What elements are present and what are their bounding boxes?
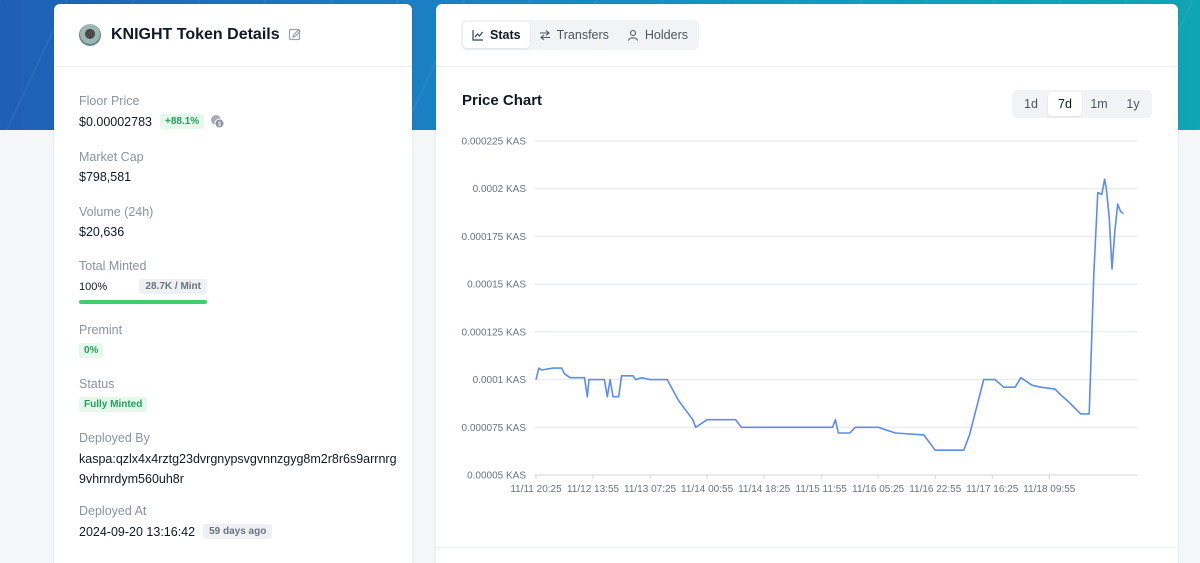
stats-card: Stats Transfers Holders Price Chart 1d 7… [436,4,1178,563]
tab-stats[interactable]: Stats [463,22,530,48]
volume-value: $20,636 [79,225,125,239]
y-tick-label: 0.000125 KAS [462,327,527,338]
edit-icon[interactable] [288,28,302,42]
tab-transfers[interactable]: Transfers [530,22,618,48]
deployed-by-label: Deployed By [79,431,150,445]
floor-price-field: Floor Price $0.00002783 +88.1% $ [79,94,225,129]
token-details-card: KNIGHT Token Details Floor Price $0.0000… [54,4,412,563]
y-tick-label: 0.000175 KAS [462,232,527,243]
y-tick-label: 0.00015 KAS [467,280,526,291]
status-badge: Fully Minted [79,397,148,412]
price-chart[interactable]: 0.00005 KAS 0.000075 KAS 0.0001 KAS 0.00012… [436,124,1178,504]
divider [436,547,1178,548]
tab-holders[interactable]: Holders [618,22,697,48]
range-selector: 1d 7d 1m 1y [1012,90,1152,118]
chart-title: Price Chart [462,92,543,109]
market-cap-value: $798,581 [79,170,132,184]
deployed-by-field: Deployed By kaspa:qzlx4x4rztg23dvrgnypsv… [79,431,399,489]
floor-price-label: Floor Price [79,94,140,108]
status-label: Status [79,377,115,391]
page-title: KNIGHT Token Details [111,26,280,43]
x-tick-label: 11/18 09:55 [1023,484,1076,495]
y-tick-label: 0.000075 KAS [462,423,527,434]
deployed-at-label: Deployed At [79,504,147,518]
tab-label: Transfers [556,28,609,42]
x-tick-label: 11/15 11:55 [795,484,847,495]
x-tick-label: 11/14 18:25 [738,484,791,495]
x-tick-label: 11/16 05:25 [852,484,905,495]
range-1m-button[interactable]: 1m [1090,97,1108,111]
total-minted-label: Total Minted [79,259,147,273]
coins-icon[interactable]: $ [210,114,225,129]
deployed-at-field: Deployed At 2024-09-20 13:16:42 59 days … [79,504,273,539]
price-line [535,178,1124,451]
volume-field: Volume (24h) $20,636 [79,205,153,239]
x-tick-label: 11/17 16:25 [966,484,1019,495]
y-tick-label: 0.0002 KAS [473,184,527,195]
tab-label: Holders [644,28,688,42]
total-minted-value: 100% [79,280,108,293]
user-icon [627,29,638,41]
token-logo [79,24,101,46]
status-field: Status Fully Minted [79,377,148,412]
deployed-at-value: 2024-09-20 13:16:42 [79,524,196,539]
range-7d-button[interactable]: 7d [1048,92,1082,116]
x-tick-label: 11/13 07:25 [624,484,677,495]
market-cap-field: Market Cap $798,581 [79,150,144,184]
y-tick-label: 0.000225 KAS [462,137,527,148]
transfer-icon [539,30,550,41]
x-tick-label: 11/12 13:55 [567,484,620,495]
mint-rate-badge: 28.7K / Mint [139,279,207,294]
tab-label: Stats [490,28,521,42]
total-minted-field: Total Minted 100% 28.7K / Mint [79,259,207,304]
volume-label: Volume (24h) [79,205,154,219]
range-1d-button[interactable]: 1d [1024,97,1038,111]
y-tick-label: 0.0001 KAS [473,375,527,386]
chart-icon [472,30,483,41]
tab-group: Stats Transfers Holders [461,20,699,50]
tabs-bar: Stats Transfers Holders [436,4,1178,67]
x-tick-label: 11/14 00:55 [681,484,734,495]
x-tick-label: 11/16 22:55 [909,484,962,495]
premint-field: Premint 0% [79,323,122,358]
y-tick-label: 0.00005 KAS [467,471,526,482]
deployed-ago-badge: 59 days ago [203,524,273,539]
svg-text:$: $ [218,122,222,128]
minted-progress-bar [79,300,207,304]
deployer-address[interactable]: kaspa:qzlx4x4rztg23dvrgnypsvgvnnzgyg8m2r… [79,452,397,486]
market-cap-label: Market Cap [79,150,144,164]
minted-progress-fill [79,300,207,304]
token-details-header: KNIGHT Token Details [54,4,412,67]
premint-label: Premint [79,323,123,337]
range-1y-button[interactable]: 1y [1126,97,1140,111]
x-tick-label: 11/11 20:25 [510,484,562,495]
premint-badge: 0% [79,343,104,358]
floor-change-badge: +88.1% [160,114,205,129]
floor-price-value: $0.00002783 [79,114,152,129]
